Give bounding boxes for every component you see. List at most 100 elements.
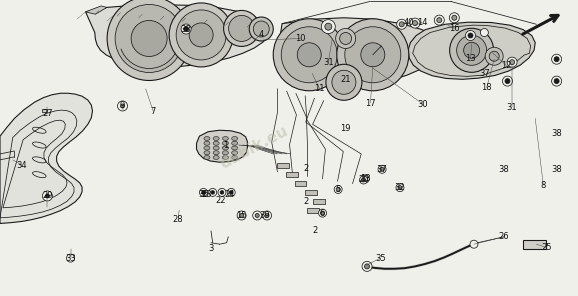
Ellipse shape (213, 151, 219, 155)
Circle shape (507, 57, 517, 67)
Circle shape (397, 19, 407, 29)
Ellipse shape (232, 151, 238, 155)
Circle shape (227, 188, 235, 197)
Circle shape (464, 42, 480, 58)
Ellipse shape (223, 141, 228, 145)
Polygon shape (307, 208, 319, 213)
Circle shape (218, 188, 226, 197)
Text: 38: 38 (551, 165, 562, 174)
Circle shape (209, 188, 217, 197)
Circle shape (468, 33, 473, 38)
Text: 11: 11 (314, 84, 325, 93)
Polygon shape (313, 199, 325, 204)
Text: 28: 28 (173, 215, 183, 223)
Text: dubik.eu: dubik.eu (218, 124, 291, 172)
Circle shape (220, 191, 224, 194)
Circle shape (396, 184, 404, 192)
Circle shape (364, 177, 367, 181)
Circle shape (380, 167, 384, 171)
Text: 18: 18 (481, 83, 492, 92)
Circle shape (470, 240, 478, 248)
Circle shape (297, 43, 321, 67)
Text: 33: 33 (65, 254, 76, 263)
Circle shape (437, 18, 442, 22)
Polygon shape (277, 163, 289, 168)
Circle shape (410, 18, 420, 28)
Circle shape (273, 19, 345, 91)
Circle shape (554, 57, 559, 62)
Ellipse shape (223, 155, 228, 160)
Polygon shape (523, 240, 546, 249)
Circle shape (334, 185, 342, 194)
Circle shape (224, 10, 260, 46)
Text: 27: 27 (42, 109, 53, 118)
Circle shape (345, 27, 401, 83)
Polygon shape (286, 172, 298, 177)
Text: 40: 40 (404, 18, 414, 27)
Ellipse shape (213, 136, 219, 141)
Text: 5: 5 (335, 185, 341, 194)
Text: 37: 37 (479, 69, 490, 78)
Circle shape (176, 10, 226, 60)
Circle shape (115, 4, 183, 73)
Polygon shape (0, 93, 92, 223)
Circle shape (480, 28, 488, 37)
Circle shape (457, 35, 487, 65)
Text: 30: 30 (418, 100, 428, 109)
Circle shape (336, 187, 340, 192)
Ellipse shape (232, 155, 238, 160)
Circle shape (551, 54, 562, 64)
Text: 15: 15 (236, 211, 247, 220)
Text: 2: 2 (312, 226, 318, 235)
Circle shape (169, 3, 233, 67)
Circle shape (332, 70, 356, 94)
Circle shape (361, 175, 369, 183)
Circle shape (184, 27, 188, 31)
Ellipse shape (232, 136, 238, 141)
Text: 34: 34 (17, 161, 27, 170)
Circle shape (121, 104, 124, 108)
Circle shape (318, 209, 327, 217)
Circle shape (253, 21, 269, 37)
Circle shape (452, 15, 457, 20)
Text: 10: 10 (295, 34, 306, 43)
Ellipse shape (223, 136, 228, 141)
Text: 38: 38 (551, 129, 562, 138)
Ellipse shape (204, 141, 210, 145)
Text: 16: 16 (449, 24, 460, 33)
Ellipse shape (232, 146, 238, 150)
Circle shape (336, 28, 355, 49)
Text: 7: 7 (150, 107, 156, 115)
Circle shape (131, 20, 167, 57)
Text: 6: 6 (320, 209, 325, 218)
Text: 31: 31 (323, 58, 334, 67)
Polygon shape (305, 190, 317, 195)
Text: 21: 21 (340, 75, 351, 84)
Text: 22: 22 (216, 196, 226, 205)
Circle shape (551, 76, 562, 86)
Circle shape (229, 15, 254, 41)
Circle shape (189, 23, 213, 47)
Circle shape (181, 24, 191, 34)
Polygon shape (42, 109, 47, 112)
Text: 17: 17 (365, 99, 376, 107)
Circle shape (485, 47, 503, 65)
Text: 2: 2 (303, 164, 309, 173)
Circle shape (398, 186, 402, 190)
Circle shape (340, 33, 351, 44)
Ellipse shape (204, 155, 210, 160)
Text: 13: 13 (465, 54, 476, 63)
Circle shape (337, 19, 409, 91)
Circle shape (237, 211, 246, 220)
Circle shape (325, 23, 332, 30)
Text: 39: 39 (260, 211, 270, 220)
Ellipse shape (204, 151, 210, 155)
Ellipse shape (204, 136, 210, 141)
Circle shape (66, 254, 75, 262)
Circle shape (253, 211, 262, 220)
Ellipse shape (223, 146, 228, 150)
Circle shape (554, 79, 559, 83)
Circle shape (265, 213, 269, 218)
Circle shape (229, 191, 233, 194)
Circle shape (46, 194, 49, 198)
